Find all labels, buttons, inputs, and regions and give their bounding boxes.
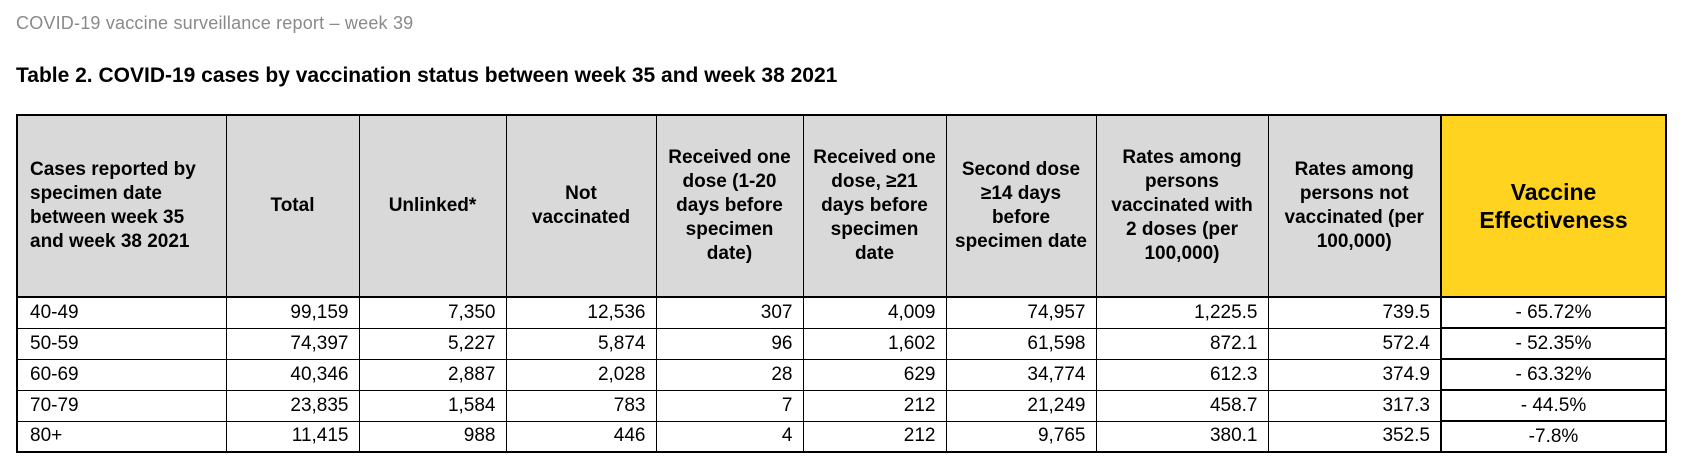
cell-rate-vaccinated-2-doses: 612.3 bbox=[1095, 358, 1269, 391]
cell-second-dose-14plus-days: 21,249 bbox=[945, 389, 1097, 422]
cell-not-vaccinated: 783 bbox=[505, 389, 657, 422]
cell-one-dose-21plus-days: 4,009 bbox=[802, 296, 947, 329]
cell-one-dose-21plus-days: 629 bbox=[802, 358, 947, 391]
table-header-row: Cases reported by specimen date between … bbox=[16, 114, 1667, 298]
cell-age-group: 50-59 bbox=[16, 327, 227, 360]
cell-second-dose-14plus-days: 61,598 bbox=[945, 327, 1097, 360]
table-row-80plus: 80+ 11,415 988 446 4 212 9,765 380.1 352… bbox=[16, 420, 1667, 453]
column-header-one-dose-21plus-days: Received one dose, ≥21 days before speci… bbox=[802, 114, 947, 298]
cell-unlinked: 5,227 bbox=[358, 327, 507, 360]
cell-total: 11,415 bbox=[225, 420, 360, 453]
cell-vaccine-effectiveness: - 44.5% bbox=[1440, 389, 1667, 422]
cell-vaccine-effectiveness: - 52.35% bbox=[1440, 327, 1667, 360]
cell-rate-vaccinated-2-doses: 872.1 bbox=[1095, 327, 1269, 360]
report-header: COVID-19 vaccine surveillance report – w… bbox=[16, 13, 414, 33]
covid-cases-table: Cases reported by specimen date between … bbox=[16, 114, 1667, 453]
cell-rate-vaccinated-2-doses: 380.1 bbox=[1095, 420, 1269, 453]
cell-one-dose-1-20-days: 7 bbox=[655, 389, 804, 422]
column-header-one-dose-1-20-days: Received one dose (1-20 days before spec… bbox=[655, 114, 804, 298]
cell-not-vaccinated: 12,536 bbox=[505, 296, 657, 329]
table-row-70-79: 70-79 23,835 1,584 783 7 212 21,249 458.… bbox=[16, 389, 1667, 422]
cell-rate-not-vaccinated: 739.5 bbox=[1267, 296, 1442, 329]
cell-rate-vaccinated-2-doses: 1,225.5 bbox=[1095, 296, 1269, 329]
table-row-50-59: 50-59 74,397 5,227 5,874 96 1,602 61,598… bbox=[16, 327, 1667, 360]
cell-rate-not-vaccinated: 572.4 bbox=[1267, 327, 1442, 360]
cell-not-vaccinated: 5,874 bbox=[505, 327, 657, 360]
cell-one-dose-1-20-days: 96 bbox=[655, 327, 804, 360]
cell-second-dose-14plus-days: 34,774 bbox=[945, 358, 1097, 391]
cell-age-group: 70-79 bbox=[16, 389, 227, 422]
cell-total: 74,397 bbox=[225, 327, 360, 360]
table-row-60-69: 60-69 40,346 2,887 2,028 28 629 34,774 6… bbox=[16, 358, 1667, 391]
cell-not-vaccinated: 2,028 bbox=[505, 358, 657, 391]
cell-unlinked: 988 bbox=[358, 420, 507, 453]
cell-unlinked: 1,584 bbox=[358, 389, 507, 422]
cell-one-dose-21plus-days: 212 bbox=[802, 389, 947, 422]
cell-second-dose-14plus-days: 74,957 bbox=[945, 296, 1097, 329]
page-title: Table 2. COVID-19 cases by vaccination s… bbox=[16, 64, 838, 87]
cell-second-dose-14plus-days: 9,765 bbox=[945, 420, 1097, 453]
cell-total: 99,159 bbox=[225, 296, 360, 329]
column-header-cases-reported: Cases reported by specimen date between … bbox=[16, 114, 227, 298]
cell-not-vaccinated: 446 bbox=[505, 420, 657, 453]
column-header-rates-vaccinated-2-doses: Rates among persons vaccinated with 2 do… bbox=[1095, 114, 1269, 298]
cell-unlinked: 2,887 bbox=[358, 358, 507, 391]
cell-vaccine-effectiveness: -7.8% bbox=[1440, 420, 1667, 453]
column-header-not-vaccinated: Not vaccinated bbox=[505, 114, 657, 298]
cell-total: 23,835 bbox=[225, 389, 360, 422]
cell-one-dose-21plus-days: 1,602 bbox=[802, 327, 947, 360]
cell-vaccine-effectiveness: - 63.32% bbox=[1440, 358, 1667, 391]
column-header-total: Total bbox=[225, 114, 360, 298]
cell-rate-vaccinated-2-doses: 458.7 bbox=[1095, 389, 1269, 422]
cell-rate-not-vaccinated: 317.3 bbox=[1267, 389, 1442, 422]
cell-age-group: 40-49 bbox=[16, 296, 227, 329]
cell-total: 40,346 bbox=[225, 358, 360, 391]
cell-rate-not-vaccinated: 374.9 bbox=[1267, 358, 1442, 391]
cell-rate-not-vaccinated: 352.5 bbox=[1267, 420, 1442, 453]
page: COVID-19 vaccine surveillance report – w… bbox=[16, 13, 1667, 453]
cell-one-dose-1-20-days: 307 bbox=[655, 296, 804, 329]
cell-age-group: 60-69 bbox=[16, 358, 227, 391]
cell-one-dose-21plus-days: 212 bbox=[802, 420, 947, 453]
table-row-40-49: 40-49 99,159 7,350 12,536 307 4,009 74,9… bbox=[16, 296, 1667, 329]
cell-one-dose-1-20-days: 28 bbox=[655, 358, 804, 391]
column-header-rates-not-vaccinated: Rates among persons not vaccinated (per … bbox=[1267, 114, 1442, 298]
cell-unlinked: 7,350 bbox=[358, 296, 507, 329]
cell-one-dose-1-20-days: 4 bbox=[655, 420, 804, 453]
column-header-vaccine-effectiveness: Vaccine Effectiveness bbox=[1440, 114, 1667, 298]
cell-age-group: 80+ bbox=[16, 420, 227, 453]
column-header-unlinked: Unlinked* bbox=[358, 114, 507, 298]
cell-vaccine-effectiveness: - 65.72% bbox=[1440, 296, 1667, 329]
column-header-second-dose-14plus-days: Second dose ≥14 days before specimen dat… bbox=[945, 114, 1097, 298]
